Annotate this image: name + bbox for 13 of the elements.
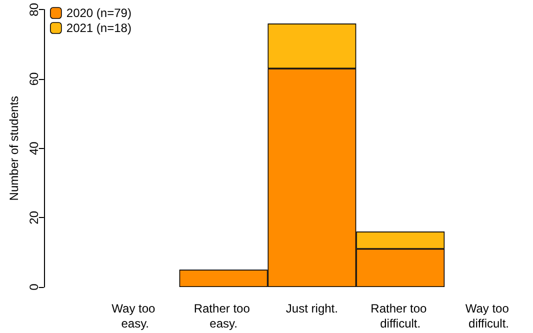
x-tick-label: Rather too difficult.	[370, 302, 430, 330]
legend-label: 2020 (n=79)	[66, 6, 132, 20]
y-tick-label: 40	[26, 141, 41, 156]
y-tick-label: 0	[26, 283, 41, 290]
x-tick-label: Rather too easy.	[194, 302, 254, 330]
x-tick-label: Way too easy.	[112, 302, 159, 330]
y-axis-title: Number of students	[7, 96, 21, 201]
y-tick-label: 20	[26, 210, 41, 224]
legend-label: 2021 (n=18)	[66, 21, 132, 35]
x-tick-label: Way too difficult.	[465, 302, 512, 330]
x-tick-label: Just right.	[286, 302, 338, 316]
y-tick-label: 80	[26, 2, 41, 16]
y-tick-label: 60	[26, 72, 41, 86]
